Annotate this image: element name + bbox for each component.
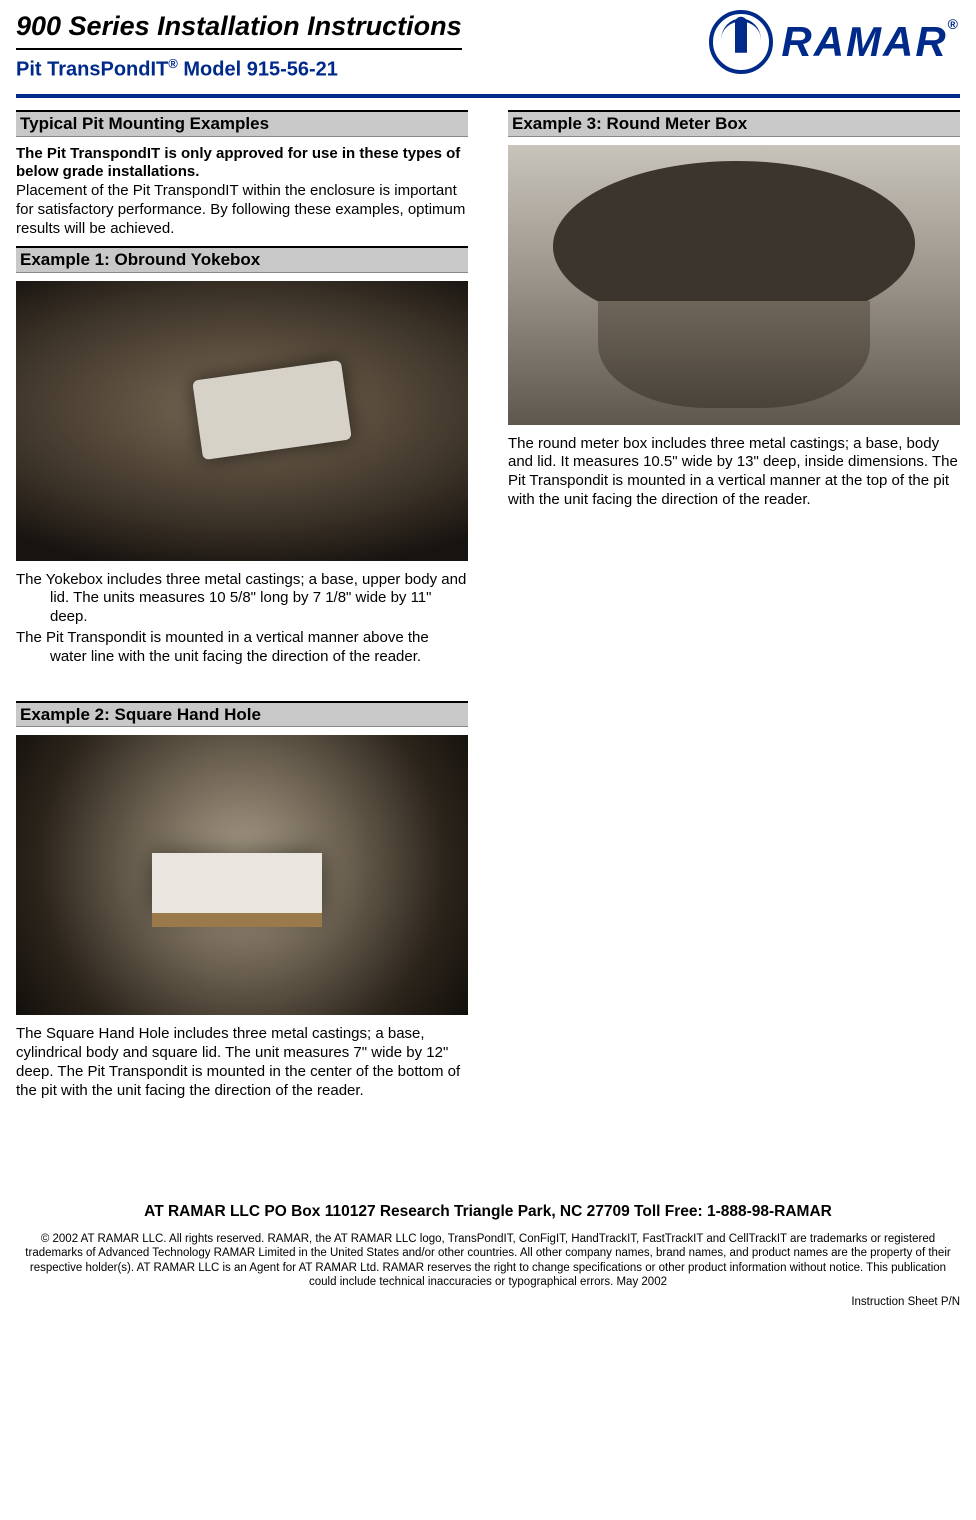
page-footer: AT RAMAR LLC PO Box 110127 Research Tria…: [16, 1202, 960, 1309]
header-titles: 900 Series Installation Instructions Pit…: [16, 10, 685, 86]
example1-heading: Example 1: Obround Yokebox: [16, 246, 468, 272]
example3-heading: Example 3: Round Meter Box: [508, 110, 960, 136]
logo-symbol-icon: [709, 10, 773, 74]
header-divider: [16, 92, 960, 98]
example1-body: The Yokebox includes three metal casting…: [16, 571, 468, 667]
example1-p2: The Pit Transpondit is mounted in a vert…: [16, 629, 468, 667]
content-columns: Typical Pit Mounting Examples The Pit Tr…: [16, 106, 960, 1112]
logo-wordmark: RAMAR®: [781, 16, 960, 69]
example3-body: The round meter box includes three metal…: [508, 435, 960, 510]
doc-subtitle: Pit TransPondIT® Model 915-56-21: [16, 56, 685, 83]
subtitle-suffix: Model 915-56-21: [178, 58, 338, 80]
doc-title: 900 Series Installation Instructions: [16, 10, 462, 50]
example1-p1: The Yokebox includes three metal casting…: [16, 571, 468, 627]
left-column: Typical Pit Mounting Examples The Pit Tr…: [16, 106, 468, 1112]
example2-heading: Example 2: Square Hand Hole: [16, 701, 468, 727]
logo-registered-icon: ®: [948, 16, 960, 32]
example2-body: The Square Hand Hole includes three meta…: [16, 1025, 468, 1100]
intro-bold-text: The Pit TranspondIT is only approved for…: [16, 145, 468, 183]
footer-contact: AT RAMAR LLC PO Box 110127 Research Tria…: [16, 1202, 960, 1221]
example1-photo: [16, 281, 468, 561]
footer-part-number: Instruction Sheet P/N: [16, 1295, 960, 1309]
footer-legal: © 2002 AT RAMAR LLC. All rights reserved…: [20, 1232, 956, 1290]
intro-body-text: Placement of the Pit TranspondIT within …: [16, 182, 468, 238]
subtitle-prefix: Pit TransPondIT: [16, 58, 168, 80]
example2-photo: [16, 735, 468, 1015]
brand-logo: RAMAR®: [709, 10, 960, 74]
main-section-heading: Typical Pit Mounting Examples: [16, 110, 468, 136]
example3-photo: [508, 145, 960, 425]
right-column: Example 3: Round Meter Box The round met…: [508, 106, 960, 1112]
registered-mark: ®: [168, 56, 178, 71]
page-header: 900 Series Installation Instructions Pit…: [16, 10, 960, 92]
